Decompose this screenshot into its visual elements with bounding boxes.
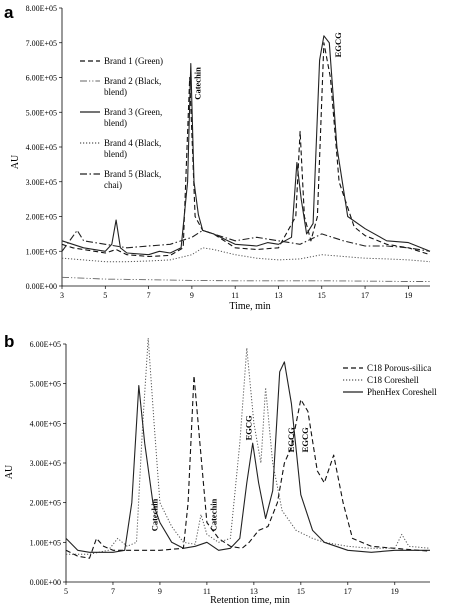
panel-b-annotation-catechin: Catechin: [208, 498, 218, 531]
panel-a-legend-label-brand-1-green: Brand 1 (Green): [104, 56, 163, 66]
panel-a-legend-label-brand-2-black-blend: blend): [104, 87, 127, 97]
panel-b-series-lines: [65, 337, 431, 559]
panel-a-y-tick-label: 0.00E+00: [26, 282, 57, 291]
panel-a-y-tick-label: 5.00E+05: [26, 108, 57, 117]
panel-a-y-tick-label: 3.00E+05: [26, 178, 57, 187]
panel-a-legend-label-brand-2-black-blend: Brand 2 (Black,: [104, 76, 161, 86]
panel-b-x-tick-label: 9: [158, 587, 162, 596]
panel-a-legend: Brand 1 (Green)Brand 2 (Black,blend)Bran…: [80, 56, 163, 190]
panel-a-y-tick-label: 8.00E+05: [26, 4, 57, 13]
panel-a-x-tick-label: 11: [231, 291, 239, 300]
panel-a-legend-label-brand-3-green-blend: Brand 3 (Green,: [104, 107, 162, 117]
panel-a-x-tick-label: 13: [274, 291, 282, 300]
panel-a-series-line-brand-2-black-blend: [61, 276, 430, 282]
panel-b-annotation-egcg: EGCG: [244, 415, 254, 440]
panel-b-annotations: Catechin Catechin EGCG EGCG EGCG: [150, 415, 310, 531]
panel-b-label: b: [4, 332, 14, 351]
panel-a-x-tick-label: 7: [147, 291, 151, 300]
panel-b-y-tick-label: 6.00E+05: [30, 340, 61, 349]
panel-a-y-tick-label: 7.00E+05: [26, 39, 57, 48]
panel-a-y-tick-label: 2.00E+05: [26, 213, 57, 222]
panel-b-legend-label-c18-porous-silica: C18 Porous-silica: [367, 363, 431, 373]
panel-a-series-lines: [61, 35, 431, 282]
panel-b-chart: b 5 7 9 11 13 15 17 19 0.00E+00 1.00E+05 2.00E+05 3…: [4, 332, 437, 606]
panel-a-x-tick-label: 9: [190, 291, 194, 300]
panel-a-annotation-catechin: Catechin: [193, 67, 203, 100]
panel-b-y-axis-label: AU: [4, 464, 15, 479]
panel-a-legend-label-brand-4-black-blend: Brand 4 (Black,: [104, 138, 161, 148]
panel-b-annotation-egcg: EGCG: [286, 427, 296, 452]
panel-a-annotations: Catechin EGCG: [193, 32, 344, 100]
panel-a-x-tick-label: 19: [404, 291, 412, 300]
panel-b-x-tick-label: 19: [391, 587, 399, 596]
panel-b-y-tick-label: 4.00E+05: [30, 419, 61, 428]
panel-a-legend-label-brand-5-black-chai: Brand 5 (Black,: [104, 169, 161, 179]
panel-a-y-tick-label: 4.00E+05: [26, 143, 57, 152]
panel-a-legend-label-brand-3-green-blend: blend): [104, 118, 127, 128]
panel-b-legend-label-c18-coreshell: C18 Coreshell: [367, 375, 419, 385]
panel-b-annotation-catechin: Catechin: [150, 498, 160, 531]
panel-a-chart: a 3 5 7 9 11 13 15 17 19 0.00E+00 1.00E+05 2.00E+05…: [4, 3, 431, 312]
panel-b-x-tick-label: 15: [297, 587, 305, 596]
panel-a-legend-label-brand-4-black-blend: blend): [104, 149, 127, 159]
panel-b-series-line-c18-coreshell: [66, 337, 431, 555]
panel-a-y-tick-label: 6.00E+05: [26, 74, 57, 83]
panel-a-x-tick-label: 5: [103, 291, 107, 300]
panel-a-series-line-brand-3-green-blend: [61, 35, 431, 256]
panel-b-x-tick-label: 5: [64, 587, 68, 596]
panel-a-annotation-egcg: EGCG: [333, 32, 343, 57]
panel-a-y-tick-label: 1.00E+05: [26, 247, 57, 256]
panel-a-legend-label-brand-5-black-chai: chai): [104, 180, 122, 190]
panel-b-axes: 5 7 9 11 13 15 17 19 0.00E+00 1.00E+05 2.00E+05 3.0…: [30, 340, 430, 596]
panel-b-x-axis-label: Retention time, min: [210, 595, 290, 606]
panel-a-series-line-brand-5-black-chai: [61, 229, 431, 252]
panel-b-y-tick-label: 5.00E+05: [30, 380, 61, 389]
panel-b-x-tick-label: 17: [344, 587, 352, 596]
panel-b-x-tick-label: 13: [250, 587, 258, 596]
panel-b-y-tick-label: 2.00E+05: [30, 499, 61, 508]
panel-a-x-axis-label: Time, min: [229, 301, 270, 312]
panel-a-x-tick-label: 17: [361, 291, 369, 300]
panel-a-label: a: [4, 3, 14, 22]
panel-b-y-tick-label: 3.00E+05: [30, 459, 61, 468]
panel-b-x-tick-label: 11: [203, 587, 211, 596]
panel-a-y-axis-label: AU: [10, 154, 21, 169]
panel-b-annotation-egcg: EGCG: [300, 427, 310, 452]
panel-b-legend: C18 Porous-silica C18 Coreshell PhenHex Co…: [343, 363, 437, 397]
panel-b-legend-label-phenhex-coreshell: PhenHex Coreshell: [367, 387, 437, 397]
panel-b-x-tick-label: 7: [111, 587, 115, 596]
panel-b-series-line-c18-porous-silica: [65, 375, 431, 559]
panel-b-series-line-phenhex-coreshell: [65, 361, 430, 553]
panel-b-y-tick-label: 1.00E+05: [30, 538, 61, 547]
panel-a-x-tick-label: 3: [60, 291, 64, 300]
panel-a-x-tick-label: 15: [318, 291, 326, 300]
panel-b-y-tick-label: 0.00E+00: [30, 578, 61, 587]
panel-a-axes: 3 5 7 9 11 13 15 17 19 0.00E+00 1.00E+05 2.00E+05 3.…: [26, 4, 430, 300]
